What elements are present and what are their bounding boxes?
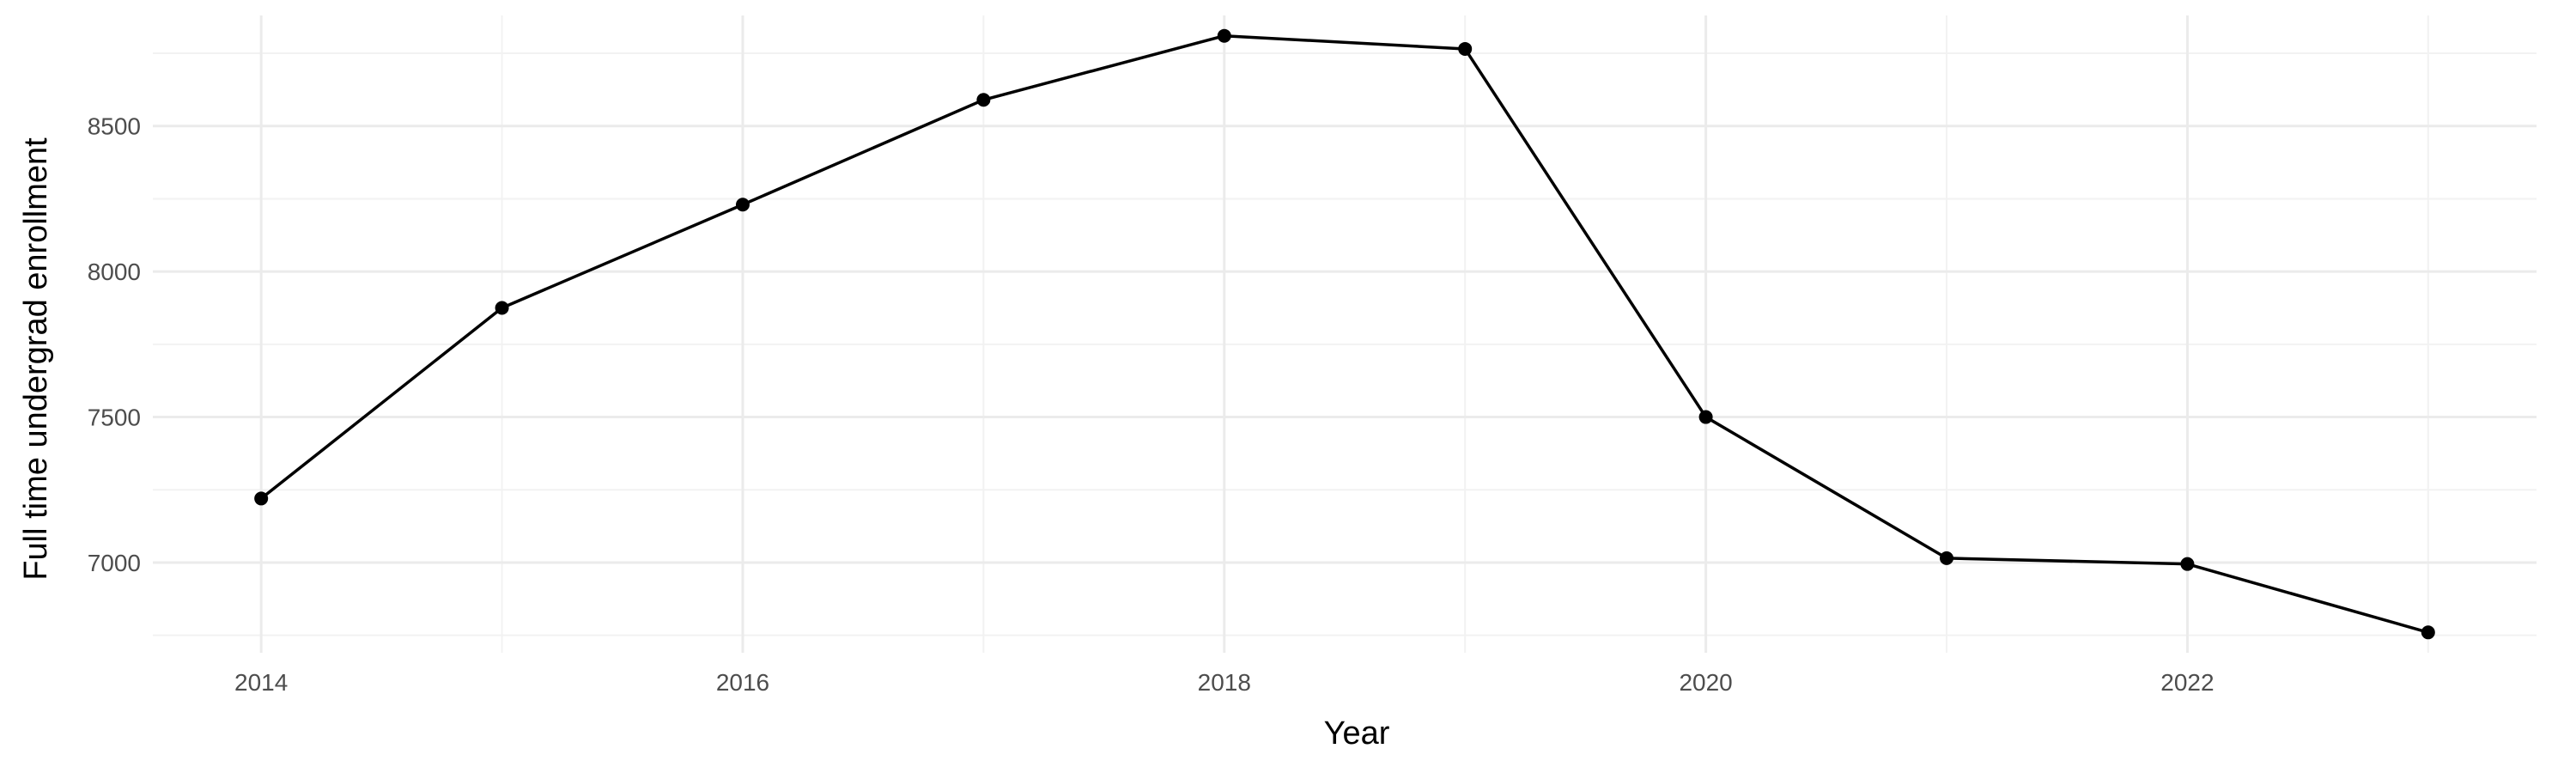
y-tick-label: 8500 bbox=[88, 113, 141, 140]
major-gridlines bbox=[153, 15, 2537, 653]
data-point bbox=[735, 198, 750, 212]
data-point bbox=[1940, 551, 1954, 565]
x-axis-title: Year bbox=[1324, 715, 1390, 752]
data-point bbox=[1217, 28, 1231, 43]
y-tick-label: 7500 bbox=[88, 405, 141, 431]
y-axis-title: Full time undergrad enrollment bbox=[18, 137, 54, 581]
y-tick-labels: 7000 7500 8000 8500 bbox=[88, 113, 141, 576]
x-tick-labels: 2014 2016 2018 2020 2022 bbox=[234, 669, 2215, 696]
y-tick-label: 8000 bbox=[88, 259, 141, 285]
x-tick-label: 2014 bbox=[234, 669, 288, 696]
data-point bbox=[254, 491, 269, 506]
x-tick-label: 2016 bbox=[716, 669, 769, 696]
x-tick-label: 2020 bbox=[1679, 669, 1732, 696]
data-point bbox=[495, 301, 509, 315]
data-point bbox=[1698, 410, 1713, 424]
series-line bbox=[260, 33, 2429, 634]
data-point bbox=[976, 93, 991, 107]
data-point bbox=[2421, 625, 2435, 640]
data-point bbox=[1458, 41, 1473, 56]
y-tick-label: 7000 bbox=[88, 550, 141, 576]
x-tick-label: 2018 bbox=[1198, 669, 1251, 696]
minor-gridlines bbox=[153, 15, 2537, 653]
data-point bbox=[2180, 557, 2195, 571]
x-tick-label: 2022 bbox=[2160, 669, 2214, 696]
series-layer bbox=[254, 28, 2435, 640]
